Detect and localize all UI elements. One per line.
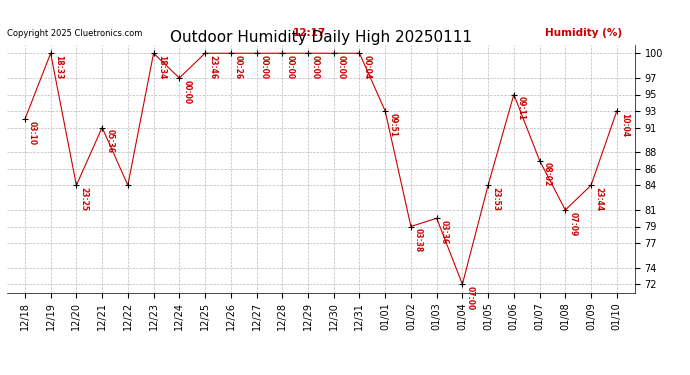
Text: 23:46: 23:46 [208, 55, 217, 79]
Text: 18:34: 18:34 [157, 55, 166, 79]
Text: 00:00: 00:00 [259, 55, 268, 79]
Text: 23:53: 23:53 [491, 187, 500, 211]
Text: 00:04: 00:04 [362, 55, 371, 79]
Text: 12:17: 12:17 [293, 28, 326, 38]
Text: 08:02: 08:02 [542, 162, 552, 186]
Title: Outdoor Humidity Daily High 20250111: Outdoor Humidity Daily High 20250111 [170, 30, 472, 45]
Text: 03:38: 03:38 [414, 228, 423, 252]
Text: Copyright 2025 Cluetronics.com: Copyright 2025 Cluetronics.com [7, 28, 142, 38]
Text: 00:26: 00:26 [234, 55, 243, 79]
Text: 09:11: 09:11 [517, 96, 526, 120]
Text: 00:00: 00:00 [337, 55, 346, 79]
Text: 07:00: 07:00 [466, 286, 475, 310]
Text: 03:10: 03:10 [28, 121, 37, 145]
Text: 23:25: 23:25 [79, 187, 88, 211]
Text: 00:00: 00:00 [311, 55, 320, 79]
Text: 05:36: 05:36 [105, 129, 115, 153]
Text: 10:04: 10:04 [620, 112, 629, 137]
Text: 23:44: 23:44 [594, 187, 603, 211]
Text: Humidity (%): Humidity (%) [545, 28, 622, 38]
Text: 18:33: 18:33 [54, 55, 63, 79]
Text: 00:00: 00:00 [286, 55, 295, 79]
Text: 07:09: 07:09 [569, 211, 578, 236]
Text: 09:51: 09:51 [388, 112, 397, 136]
Text: 00:00: 00:00 [182, 80, 191, 104]
Text: 03:36: 03:36 [440, 220, 449, 244]
